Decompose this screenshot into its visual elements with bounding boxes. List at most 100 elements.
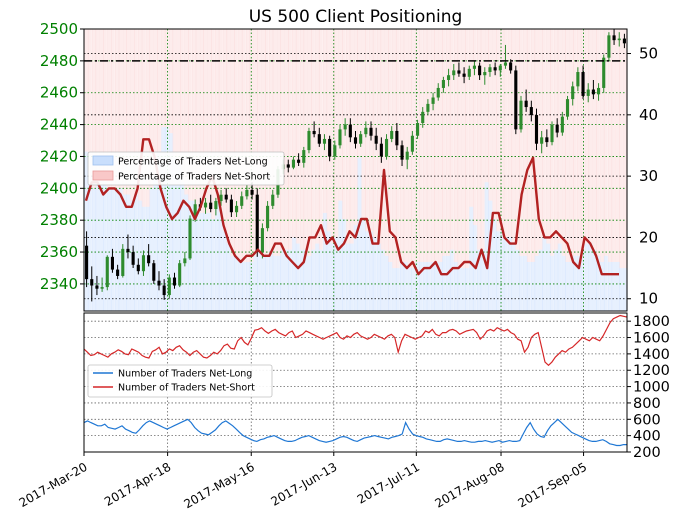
net-long-band [172, 157, 178, 311]
net-short-band [222, 29, 228, 232]
net-short-band [372, 29, 378, 238]
net-short-band [257, 29, 262, 250]
candle-up [421, 111, 425, 123]
net-short-band [542, 29, 547, 238]
candle-down [462, 73, 466, 77]
net-long-band [615, 261, 620, 311]
net-long-band [392, 268, 397, 311]
candle-up [586, 89, 590, 96]
net-short-band [623, 29, 628, 269]
net-short-band [276, 29, 282, 256]
candle-down [591, 89, 595, 95]
net-long-band [226, 243, 231, 311]
net-short-band [523, 29, 528, 256]
net-long-band [496, 231, 501, 311]
net-long-count-line [83, 418, 627, 447]
net-short-band [141, 29, 147, 207]
net-short-band [576, 29, 582, 256]
net-short-band [600, 29, 605, 262]
net-long-band [268, 249, 274, 311]
net-long-band [403, 261, 409, 311]
net-short-band [114, 29, 120, 189]
count-tick-label: 1000 [633, 380, 670, 396]
net-long-band [457, 268, 463, 311]
count-tick-label: 1400 [633, 347, 670, 363]
net-short-band [168, 29, 174, 134]
net-short-band [195, 29, 201, 207]
net-long-band [261, 255, 266, 311]
price-tick-label: 2480 [40, 52, 78, 70]
net-long-band [415, 261, 420, 311]
bottom-legend-box [87, 364, 273, 398]
percentage-tick-label: 50 [639, 45, 658, 63]
net-long-swatch [92, 155, 114, 166]
net-short-band [203, 29, 208, 213]
candle-down [612, 35, 616, 41]
net-short-band [592, 29, 597, 250]
candle-down [172, 277, 177, 286]
price-axis: 2340 2360 2380 2400 2420 2440 2460 2480 2500 [40, 20, 84, 293]
net-short-band [415, 29, 420, 262]
bottom-legend: Number of Traders Net-Long Number of Trad… [87, 364, 273, 398]
top-legend-label: Percentage of Traders Net-Long [118, 157, 268, 168]
net-long-band [388, 261, 393, 311]
candle-down [116, 269, 120, 276]
candle-up [322, 138, 327, 144]
net-long-band [318, 249, 324, 311]
date-tick-label: 2017-Aug-08 [432, 460, 506, 511]
candle-up [617, 38, 621, 41]
net-short-band [326, 29, 332, 232]
net-short-count-line [83, 314, 628, 367]
net-long-band [118, 188, 124, 311]
net-short-band [388, 29, 393, 262]
net-short-band [161, 29, 166, 128]
net-long-band [272, 255, 278, 311]
net-long-band [95, 182, 101, 311]
net-long-band [342, 219, 347, 311]
net-long-band [573, 255, 578, 311]
candle-down [297, 159, 301, 163]
net-short-band [584, 29, 590, 244]
candle-up [565, 99, 570, 117]
candle-up [105, 256, 109, 288]
net-long-band [446, 255, 451, 311]
net-long-band [110, 188, 116, 311]
net-short-band [226, 29, 231, 244]
count-tick-label: 200 [633, 445, 661, 461]
candle-up [405, 151, 409, 160]
price-tick-label: 2380 [40, 211, 78, 229]
net-long-band [349, 243, 355, 311]
net-long-band [180, 182, 185, 311]
price-tick-label: 2400 [40, 179, 78, 197]
candle-up [343, 124, 347, 130]
net-long-band [399, 261, 405, 311]
net-short-band [268, 29, 274, 250]
net-short-band [380, 29, 385, 250]
net-long-band [438, 261, 443, 311]
net-short-band [261, 29, 266, 256]
candle-up [441, 79, 445, 88]
net-long-band [357, 157, 362, 311]
net-long-band [507, 237, 513, 311]
net-long-band [553, 249, 559, 311]
net-long-band [291, 237, 297, 311]
candle-up [235, 205, 239, 213]
net-short-band [315, 29, 320, 244]
net-long-band [245, 261, 251, 311]
net-short-band [153, 29, 158, 177]
net-short-band [499, 29, 505, 232]
net-short-band [245, 29, 251, 262]
net-long-band [503, 237, 509, 311]
net-short-band [607, 29, 613, 262]
net-short-band [561, 29, 566, 256]
net-long-band [330, 243, 335, 311]
net-long-band [99, 176, 104, 311]
net-short-band [446, 29, 451, 256]
net-short-band [241, 29, 247, 262]
net-short-band [330, 29, 335, 244]
net-short-band [211, 29, 216, 220]
percentage-tick-label: 20 [639, 228, 658, 246]
net-short-band [253, 29, 258, 256]
net-short-band [145, 29, 151, 207]
